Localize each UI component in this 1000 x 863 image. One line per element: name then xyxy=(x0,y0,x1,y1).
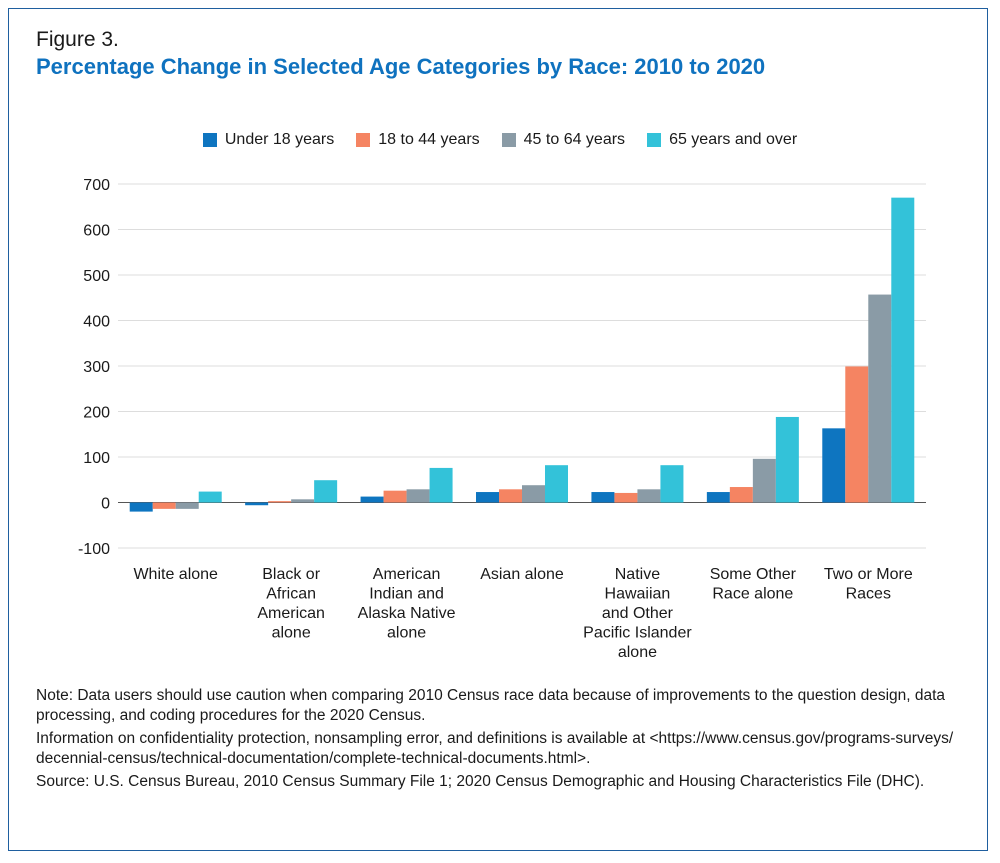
bar xyxy=(845,366,869,503)
y-tick-label: 100 xyxy=(83,450,110,467)
y-tick-label: -100 xyxy=(78,541,110,558)
figure-frame xyxy=(8,8,988,851)
legend: Under 18 years 18 to 44 years 45 to 64 y… xyxy=(0,131,1000,149)
bar xyxy=(522,485,545,503)
bar xyxy=(660,465,684,503)
bar xyxy=(499,489,522,503)
bar xyxy=(591,492,615,503)
bar xyxy=(360,496,384,503)
bar xyxy=(637,489,661,503)
x-tick-label: Asian alone xyxy=(480,566,564,583)
figure-label: Figure 3. xyxy=(36,28,119,51)
bar xyxy=(729,487,753,503)
legend-swatch-18-to-44 xyxy=(356,133,371,147)
bar xyxy=(268,501,292,503)
bar xyxy=(545,465,568,503)
y-tick-label: 200 xyxy=(83,405,110,422)
bar xyxy=(291,499,315,503)
legend-label-45-to-64: 45 to 64 years xyxy=(523,131,626,148)
bar xyxy=(752,458,776,503)
bar xyxy=(314,480,338,503)
note-caution: Note: Data users should use caution when… xyxy=(36,687,946,724)
x-tick-label: Two or More Races xyxy=(824,566,913,603)
y-tick-label: 400 xyxy=(83,314,110,331)
bar-chart: 700 600 500 400 300 200 100 0 -100 White alone Bla… xyxy=(78,177,926,661)
bar xyxy=(775,416,799,503)
bar xyxy=(198,491,222,503)
bar xyxy=(476,492,499,503)
bar xyxy=(383,490,407,503)
bar xyxy=(406,489,430,503)
x-tick-label: Black or African American alone xyxy=(257,566,325,642)
legend-item-18-to-44: 18 to 44 years xyxy=(356,131,480,149)
legend-label-under-18: Under 18 years xyxy=(224,131,335,148)
y-tick-label: 300 xyxy=(83,359,110,376)
legend-swatch-under-18 xyxy=(202,133,217,147)
bar xyxy=(891,197,915,503)
x-tick-label: American Indian and Alaska Native alone xyxy=(358,566,456,642)
bar xyxy=(175,502,199,509)
legend-label-65-plus: 65 years and over xyxy=(669,131,798,148)
x-tick-label: Native Hawaiian and Other Pacific Islander a… xyxy=(583,566,692,661)
bar xyxy=(868,294,892,503)
bar xyxy=(706,492,730,503)
x-tick-label: Some Other Race alone xyxy=(710,566,797,603)
legend-item-65-plus: 65 years and over xyxy=(647,131,797,149)
bar xyxy=(429,467,453,503)
bar xyxy=(614,492,638,503)
bar xyxy=(245,502,269,506)
bar xyxy=(152,502,176,509)
y-tick-label: 600 xyxy=(83,223,110,240)
y-tick-label: 500 xyxy=(83,268,110,285)
y-tick-label: 700 xyxy=(83,177,110,194)
x-tick-label: White alone xyxy=(133,566,218,583)
note-source: Source: U.S. Census Bureau, 2010 Census … xyxy=(36,773,925,790)
legend-label-18-to-44: 18 to 44 years xyxy=(378,131,480,148)
legend-item-45-to-64: 45 to 64 years xyxy=(501,131,626,149)
legend-swatch-45-to-64 xyxy=(501,133,516,147)
legend-item-under-18: Under 18 years xyxy=(202,131,335,149)
bar xyxy=(129,502,153,512)
notes: Note: Data users should use caution when… xyxy=(36,686,956,796)
chart-title: Percentage Change in Selected Age Catego… xyxy=(36,54,766,79)
note-confidentiality: Information on confidentiality protectio… xyxy=(36,730,954,767)
bar xyxy=(822,428,846,503)
y-tick-label: 0 xyxy=(101,496,110,513)
legend-swatch-65-plus xyxy=(647,133,662,147)
